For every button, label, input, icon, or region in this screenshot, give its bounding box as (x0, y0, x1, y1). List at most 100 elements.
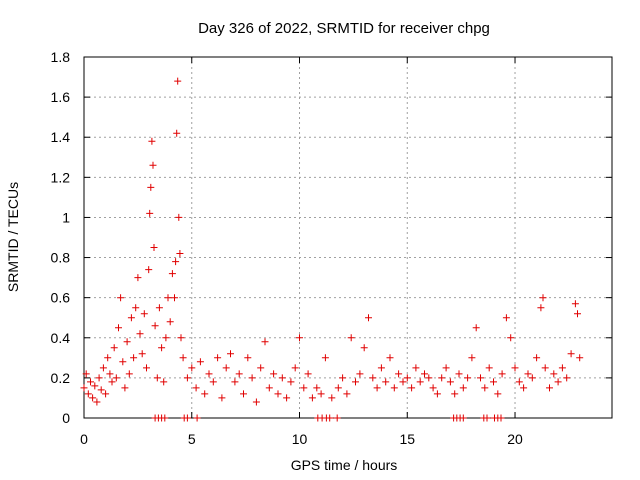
data-point (261, 338, 269, 346)
data-point (451, 390, 459, 398)
data-point (352, 378, 359, 386)
data-point (244, 354, 252, 362)
data-point (360, 344, 368, 352)
data-point (209, 378, 217, 386)
data-point (201, 390, 209, 398)
y-tick-label: 1 (62, 209, 70, 225)
data-point (558, 364, 566, 372)
data-point (121, 384, 129, 392)
data-point (151, 322, 159, 330)
data-point (291, 364, 299, 372)
y-tick-label: 1.6 (51, 89, 71, 105)
data-point (240, 390, 247, 398)
data-point (455, 370, 463, 378)
x-tick-label: 10 (292, 431, 308, 447)
data-point (177, 334, 185, 342)
data-point (158, 344, 166, 352)
data-point (80, 384, 88, 392)
data-point (125, 370, 133, 378)
data-point (464, 374, 472, 382)
y-tick-label: 0.2 (51, 370, 71, 386)
grid (84, 57, 612, 418)
data-point (214, 354, 222, 362)
data-point (498, 370, 506, 378)
data-points (80, 77, 584, 422)
data-point (235, 370, 243, 378)
ticks: 0 0.2 0.4 0.6 0.8 1 1.2 1.4 1.6 1.8 0 5 10 15 20 (51, 49, 612, 447)
data-point (192, 384, 200, 392)
data-point (102, 390, 110, 398)
data-point (459, 384, 467, 392)
data-point (196, 358, 204, 366)
data-point (343, 390, 351, 398)
data-point (127, 314, 135, 322)
y-tick-label: 0 (62, 410, 70, 426)
data-point (87, 378, 94, 386)
data-point (533, 354, 541, 362)
data-point (395, 370, 403, 378)
data-point (168, 270, 176, 278)
data-point (416, 378, 424, 386)
data-point (308, 394, 316, 402)
data-point (183, 414, 191, 422)
data-point (321, 354, 329, 362)
data-point (541, 364, 549, 372)
data-point (571, 300, 579, 308)
data-point (82, 370, 90, 378)
x-tick-label: 20 (507, 431, 523, 447)
data-point (567, 350, 575, 358)
data-point (227, 350, 234, 358)
data-point (412, 364, 420, 372)
chart-title: Day 326 of 2022, SRMTID for receiver chp… (198, 20, 490, 37)
data-point (205, 370, 213, 378)
data-point (287, 378, 295, 386)
data-point (148, 137, 156, 145)
data-point (472, 324, 480, 332)
data-point (84, 390, 92, 398)
data-point (91, 382, 99, 390)
data-point (369, 374, 377, 382)
y-tick-label: 1.2 (51, 169, 71, 185)
data-point (99, 364, 107, 372)
data-point (146, 209, 154, 217)
data-point (550, 370, 558, 378)
data-point (433, 390, 441, 398)
data-point (162, 334, 170, 342)
data-point (149, 161, 157, 169)
data-point (520, 384, 528, 392)
data-point (248, 374, 256, 382)
data-point (136, 330, 144, 338)
data-point (176, 250, 184, 257)
data-point (382, 378, 390, 386)
data-point (468, 354, 476, 362)
data-point (175, 213, 183, 221)
data-point (123, 338, 131, 346)
data-point (112, 374, 120, 382)
data-point (257, 364, 265, 372)
data-point (429, 384, 437, 392)
data-point (373, 384, 381, 392)
data-point (218, 394, 226, 402)
data-point (147, 183, 155, 191)
data-point (524, 370, 532, 378)
data-point (507, 334, 515, 342)
data-point (365, 314, 372, 322)
data-point (574, 310, 581, 318)
x-tick-label: 5 (188, 431, 196, 447)
data-point (108, 378, 116, 386)
data-point (106, 370, 114, 378)
data-point (140, 310, 148, 318)
data-point (334, 384, 342, 392)
data-point (333, 414, 341, 422)
x-tick-label: 0 (80, 431, 88, 447)
data-point (481, 384, 489, 392)
data-point (173, 129, 181, 137)
data-point (160, 378, 168, 386)
data-point (222, 364, 230, 372)
data-point (270, 370, 278, 378)
data-point (274, 390, 282, 398)
data-point (528, 374, 536, 382)
data-point (252, 398, 260, 406)
data-point (155, 304, 163, 312)
data-point (117, 294, 125, 302)
